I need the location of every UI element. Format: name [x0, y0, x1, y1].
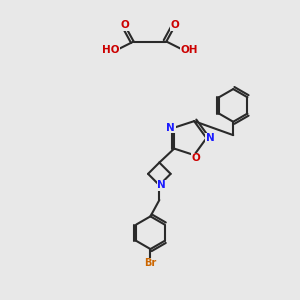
- Text: Br: Br: [144, 258, 157, 268]
- Text: N: N: [166, 123, 175, 133]
- Text: O: O: [120, 20, 129, 30]
- Text: N: N: [158, 180, 166, 190]
- Text: O: O: [191, 153, 200, 163]
- Text: N: N: [206, 133, 214, 143]
- Text: O: O: [171, 20, 180, 30]
- Text: HO: HO: [102, 45, 119, 56]
- Text: OH: OH: [181, 45, 198, 56]
